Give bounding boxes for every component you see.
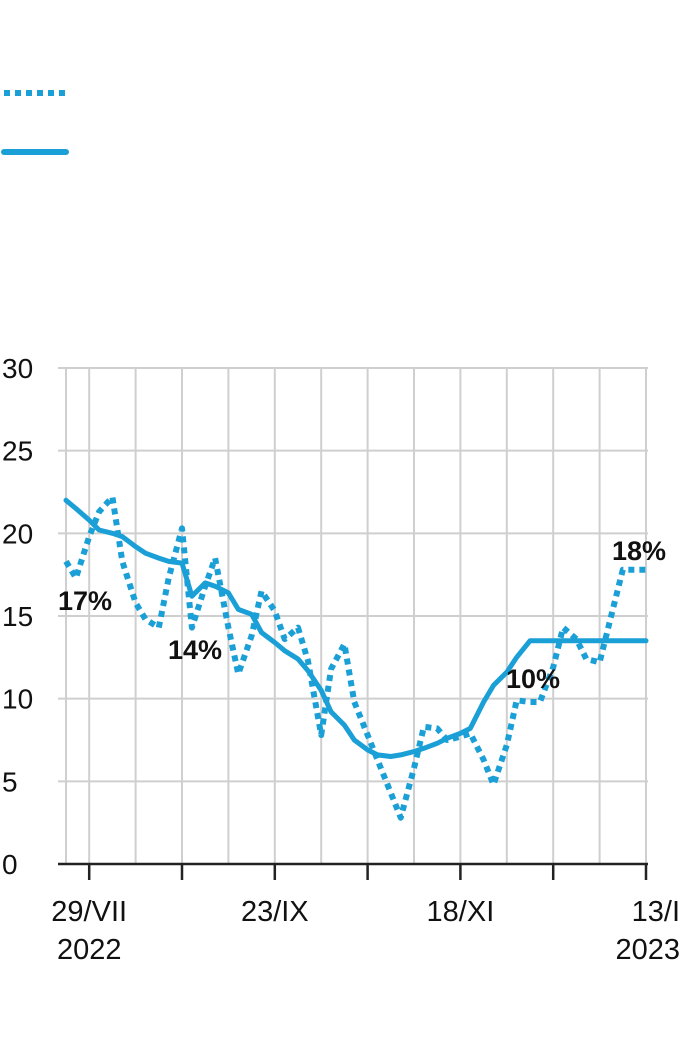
axes: 0 5 10 15 20 25 30 29/VII 2022 23/IX 18/XI 13/I 2023 [2, 353, 680, 966]
data-label: 10% [506, 664, 560, 694]
x-tick-label: 13/I [632, 896, 680, 928]
data-label: 14% [168, 635, 222, 665]
y-tick-label: 20 [2, 518, 33, 549]
series-line-solid [63, 497, 649, 759]
series-lines [63, 494, 649, 821]
data-label: 18% [612, 536, 666, 566]
legend [1, 90, 69, 155]
y-tick-label: 15 [2, 601, 33, 632]
x-tick-label: 29/VII [51, 896, 127, 928]
series-line-dotted [63, 494, 646, 821]
data-labels: 17% 14% 10% 18% [58, 536, 666, 694]
y-tick-label: 10 [2, 684, 33, 715]
x-tick-year-label: 2022 [57, 934, 122, 966]
x-tick-year-label: 2023 [615, 934, 680, 966]
y-tick-label: 30 [2, 353, 33, 384]
x-tick-label: 18/XI [427, 896, 495, 928]
data-label: 17% [58, 586, 112, 616]
grid [58, 367, 648, 864]
y-tick-label: 0 [2, 849, 18, 880]
x-tick-label: 23/IX [241, 896, 309, 928]
y-tick-label: 5 [2, 766, 18, 797]
y-tick-label: 25 [2, 436, 33, 467]
